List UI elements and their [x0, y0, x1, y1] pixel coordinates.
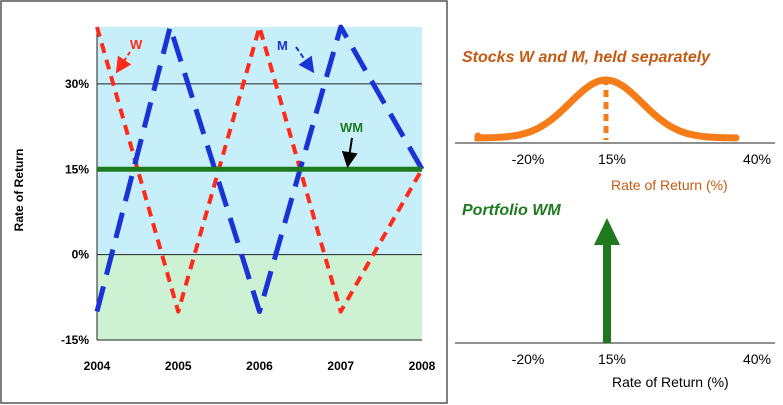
separate-x-tick-label: 40% [743, 151, 771, 167]
portfolio-spike-head [594, 218, 620, 245]
plot-background-upper [97, 27, 422, 255]
series-arrow-w [115, 51, 132, 74]
series-label-w: W [130, 37, 143, 52]
separate-x-tick-label: -20% [512, 151, 545, 167]
portfolio-distribution-title: Portfolio WM [462, 202, 561, 219]
separate-distribution-panel: -20% 15% 40% [455, 76, 775, 167]
series-arrow-m [295, 46, 315, 74]
portfolio-distribution-xlabel: Rate of Return (%) [612, 374, 729, 390]
x-tick-label: 2006 [246, 359, 273, 373]
plot-background-lower [97, 254, 422, 340]
portfolio-x-tick-label: 40% [743, 351, 771, 367]
portfolio-x-tick-label: -20% [512, 351, 545, 367]
portfolio-spike-shaft [603, 243, 611, 343]
x-tick-label: 2005 [165, 359, 192, 373]
y-tick-label: -15% [61, 333, 89, 347]
series-arrow-wm [341, 137, 358, 168]
x-tick-label: 2004 [84, 359, 111, 373]
portfolio-distribution-panel: -20% 15% 40% [455, 218, 775, 367]
y-tick-label: 15% [65, 162, 89, 176]
separate-distribution-title: Stocks W and M, held separately [462, 49, 711, 66]
y-axis-label: Rate of Return [12, 149, 26, 232]
series-label-wm: WM [340, 120, 363, 135]
series-label-m: M [277, 38, 288, 53]
x-tick-label: 2008 [409, 359, 436, 373]
x-tick-label: 2007 [327, 359, 354, 373]
y-tick-label: 0% [72, 248, 90, 262]
series-line-m [94, 24, 425, 315]
portfolio-x-tick-label: 15% [598, 351, 626, 367]
y-tick-label: 30% [65, 77, 89, 91]
separate-x-tick-label: 15% [598, 151, 626, 167]
series-line-w [95, 25, 424, 314]
separate-distribution-xlabel: Rate of Return (%) [611, 177, 728, 193]
